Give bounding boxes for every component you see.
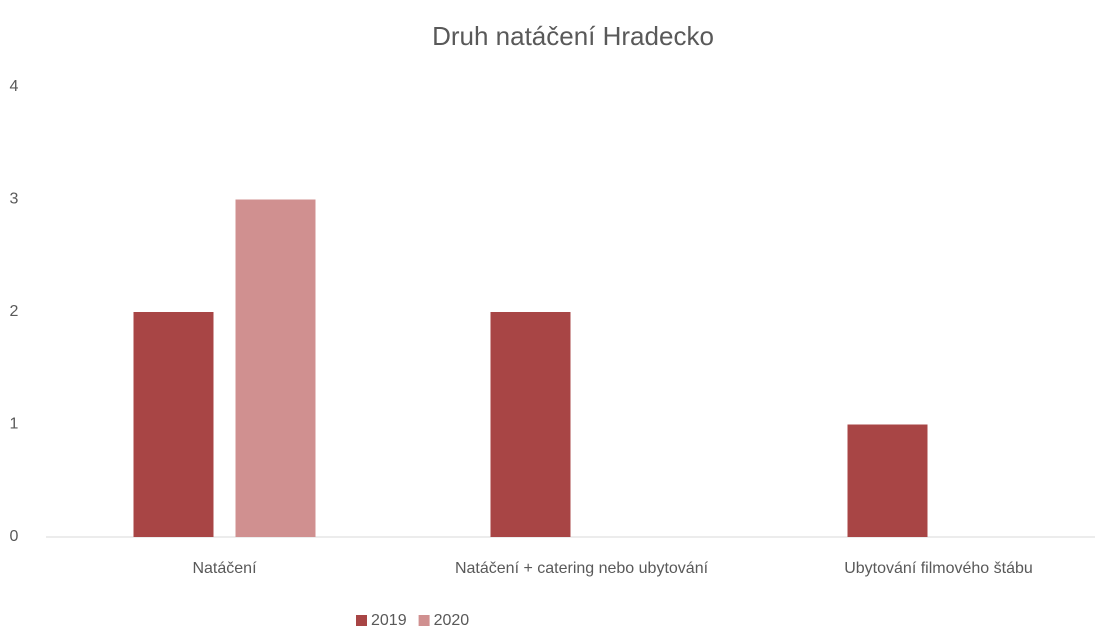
legend-label: 2020 [434,612,470,629]
bar [235,199,316,537]
x-tick-label: Ubytování filmového štábu [844,560,1033,577]
bar [133,312,214,537]
y-tick-label: 1 [10,416,19,433]
y-tick-label: 4 [10,78,19,95]
bar [847,424,928,537]
legend-label: 2019 [371,612,407,629]
bar [490,312,571,537]
y-tick-label: 3 [10,191,19,208]
y-tick-label: 2 [10,303,19,320]
legend-swatch [356,615,367,626]
x-tick-label: Natáčení [192,560,257,577]
chart-title: Druh natáčení Hradecko [432,21,714,51]
legend-swatch [418,615,430,626]
y-tick-label: 0 [10,528,19,545]
x-tick-label: Natáčení + catering nebo ubytování [455,560,709,577]
